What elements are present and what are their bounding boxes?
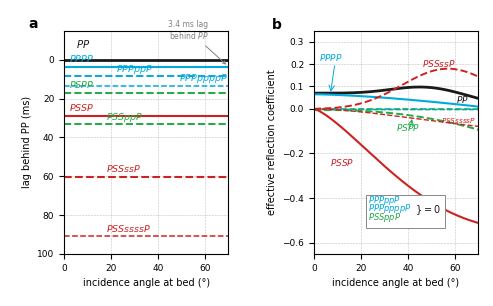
Text: $\mathbf{\mathit{PP}}$: $\mathbf{\mathit{PP}}$ <box>456 94 469 105</box>
Text: 3.4 ms lag
behind $\mathit{PP}$: 3.4 ms lag behind $\mathit{PP}$ <box>169 20 226 64</box>
Text: $\mathit{PPPppP}$: $\mathit{PPPppP}$ <box>116 63 153 76</box>
Text: $\mathit{PPPppppP}$: $\mathit{PPPppppP}$ <box>368 202 411 215</box>
FancyBboxPatch shape <box>365 195 445 228</box>
Text: $\mathit{PSSssssP}$: $\mathit{PSSssssP}$ <box>441 116 476 125</box>
Text: $\mathit{PSSssP}$: $\mathit{PSSssP}$ <box>422 58 456 69</box>
Y-axis label: lag behind PP (ms): lag behind PP (ms) <box>22 96 32 188</box>
Text: $\mathit{PSSP}$: $\mathit{PSSP}$ <box>69 103 94 114</box>
X-axis label: incidence angle at bed (°): incidence angle at bed (°) <box>332 278 459 288</box>
Text: $\mathit{PPPP}$: $\mathit{PPPP}$ <box>69 53 94 64</box>
Text: $\} = 0$: $\} = 0$ <box>415 203 441 217</box>
Text: $\mathit{PPPP}$: $\mathit{PPPP}$ <box>318 52 342 63</box>
Text: $\mathit{PSSppP}$: $\mathit{PSSppP}$ <box>368 211 401 225</box>
Text: $\mathit{PSSssssP}$: $\mathit{PSSssssP}$ <box>106 223 152 234</box>
Text: $\mathit{PPPppP}$: $\mathit{PPPppP}$ <box>368 194 401 207</box>
Text: $\mathit{PSSssP}$: $\mathit{PSSssP}$ <box>106 163 142 174</box>
X-axis label: incidence angle at bed (°): incidence angle at bed (°) <box>83 278 210 288</box>
Y-axis label: effective reflection coefficient: effective reflection coefficient <box>267 69 277 215</box>
Text: $\mathbf{b}$: $\mathbf{b}$ <box>271 17 282 32</box>
Text: $\mathit{PSPP}$: $\mathit{PSPP}$ <box>396 122 420 133</box>
Text: $\mathit{PSSP}$: $\mathit{PSSP}$ <box>330 157 354 168</box>
Text: $\mathbf{\mathit{PP}}$: $\mathbf{\mathit{PP}}$ <box>76 39 90 50</box>
Text: $\mathbf{a}$: $\mathbf{a}$ <box>28 17 38 31</box>
Text: $\mathit{PPPppppP}$: $\mathit{PPPppppP}$ <box>179 73 228 85</box>
Text: $\mathit{PSPP}$: $\mathit{PSPP}$ <box>69 79 94 90</box>
Text: $\mathit{PSSppP}$: $\mathit{PSSppP}$ <box>106 110 144 124</box>
